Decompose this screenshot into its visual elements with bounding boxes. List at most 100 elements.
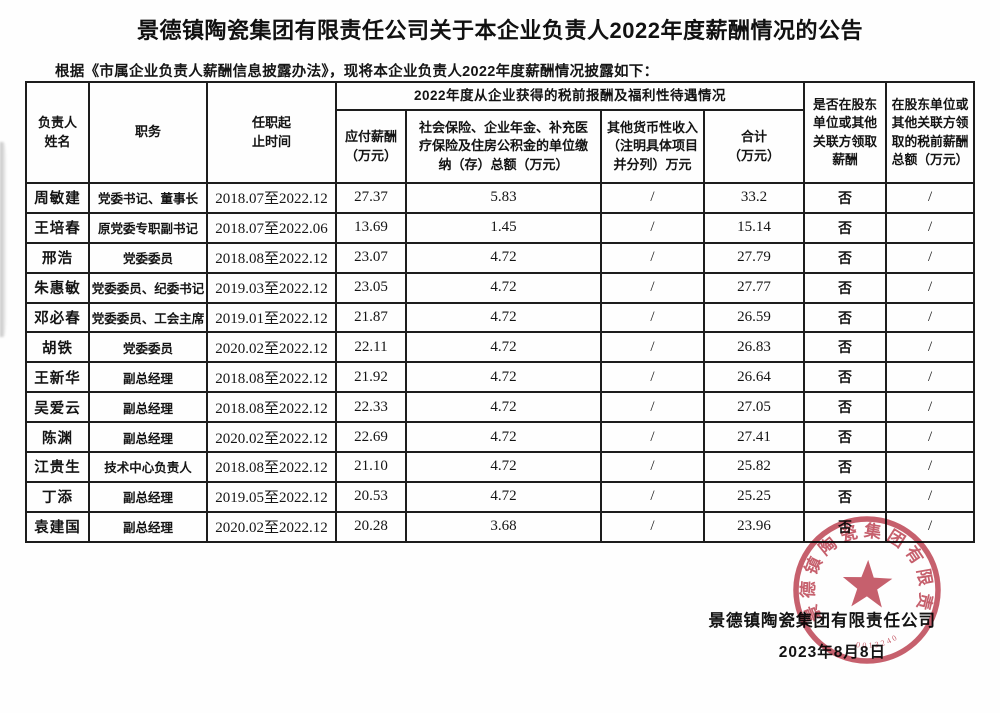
salary-table: 负责人 姓名 职务 任职起 止时间 2022年度从企业获得的税前报酬及福利性待遇… bbox=[25, 81, 976, 543]
table-row: 吴爱云 副总经理 2018.08至2022.12 22.33 4.72/27.05 否 / bbox=[25, 391, 976, 424]
cell-total: 23.96 bbox=[702, 510, 806, 543]
cell-paid_at_related_party: 否 bbox=[803, 301, 888, 334]
cell-name: 王培春 bbox=[25, 211, 90, 244]
cell-total: 27.05 bbox=[702, 391, 806, 424]
table-row: 王培春 原党委专职副书记 2018.07至2022.06 13.69 1.45/15.1… bbox=[25, 211, 976, 244]
cell-payable_salary: 27.37 bbox=[335, 182, 407, 214]
header-group-2022: 2022年度从企业获得的税前报酬及福利性待遇情况 bbox=[334, 81, 806, 111]
cell-related_party_pretax_total: / bbox=[885, 510, 976, 543]
header-related-paid: 是否在股东单位或其他关联方领取薪酬 bbox=[803, 81, 888, 184]
cell-position: 党委书记、董事长 bbox=[88, 182, 208, 214]
table-row: 王新华 副总经理 2018.08至2022.12 21.92 4.72/26.64 否 / bbox=[25, 361, 976, 394]
cell-term: 2019.05至2022.12 bbox=[206, 480, 337, 513]
cell-total: 27.79 bbox=[702, 241, 806, 274]
cell-name: 邓必春 bbox=[25, 301, 90, 334]
cell-insurance_total: 4.72 bbox=[405, 271, 602, 304]
cell-name: 江贵生 bbox=[25, 451, 90, 483]
cell-term: 2018.07至2022.12 bbox=[206, 182, 337, 214]
cell-name: 吴爱云 bbox=[25, 391, 90, 424]
cell-paid_at_related_party: 否 bbox=[803, 241, 888, 274]
cell-insurance_total: 3.68 bbox=[405, 510, 602, 543]
cell-insurance_total: 4.72 bbox=[405, 480, 602, 513]
seal-star-icon bbox=[842, 559, 893, 608]
cell-payable_salary: 22.33 bbox=[335, 391, 407, 424]
cell-related_party_pretax_total: / bbox=[885, 361, 976, 394]
cell-term: 2018.08至2022.12 bbox=[206, 361, 337, 394]
cell-related_party_pretax_total: / bbox=[885, 301, 976, 334]
cell-paid_at_related_party: 否 bbox=[803, 421, 888, 454]
cell-term: 2020.02至2022.12 bbox=[206, 331, 337, 364]
cell-related_party_pretax_total: / bbox=[885, 211, 976, 244]
cell-name: 胡铁 bbox=[25, 331, 90, 364]
cell-paid_at_related_party: 否 bbox=[803, 510, 888, 543]
table-row: 陈渊 副总经理 2020.02至2022.12 22.69 4.72/27.41 否 / bbox=[25, 421, 976, 454]
cell-payable_salary: 20.53 bbox=[335, 480, 407, 513]
table-header: 负责人 姓名 职务 任职起 止时间 2022年度从企业获得的税前报酬及福利性待遇… bbox=[25, 81, 976, 184]
cell-other_income: / bbox=[600, 391, 705, 424]
header-other-income: 其他货币性收入（注明具体项目并分列）万元 bbox=[600, 109, 705, 184]
cell-position: 副总经理 bbox=[88, 391, 208, 424]
cell-position: 原党委专职副书记 bbox=[88, 211, 208, 244]
cell-total: 33.2 bbox=[702, 182, 806, 214]
cell-paid_at_related_party: 否 bbox=[803, 480, 888, 513]
header-position: 职务 bbox=[88, 81, 208, 184]
table-row: 江贵生 技术中心负责人 2018.08至2022.12 21.10 4.72/25.82… bbox=[25, 451, 976, 483]
signature-company: 景德镇陶瓷集团有限责任公司 bbox=[708, 612, 936, 630]
cell-paid_at_related_party: 否 bbox=[803, 391, 888, 424]
cell-term: 2020.02至2022.12 bbox=[206, 510, 337, 543]
cell-related_party_pretax_total: / bbox=[885, 391, 976, 424]
cell-payable_salary: 21.87 bbox=[335, 301, 407, 334]
page-title: 景德镇陶瓷集团有限责任公司关于本企业负责人2022年度薪酬情况的公告 bbox=[137, 18, 863, 43]
cell-insurance_total: 4.72 bbox=[405, 451, 602, 483]
cell-paid_at_related_party: 否 bbox=[803, 211, 888, 244]
intro-text: 根据《市属企业负责人薪酬信息披露办法》，现将本企业负责人2022年度薪酬情况披露… bbox=[55, 64, 659, 80]
cell-insurance_total: 4.72 bbox=[405, 241, 602, 274]
cell-total: 25.25 bbox=[702, 480, 806, 513]
cell-insurance_total: 4.72 bbox=[405, 301, 602, 334]
cell-other_income: / bbox=[600, 331, 705, 364]
cell-term: 2018.08至2022.12 bbox=[206, 241, 337, 274]
header-name: 负责人 姓名 bbox=[25, 81, 90, 184]
cell-payable_salary: 20.28 bbox=[335, 510, 407, 543]
cell-position: 副总经理 bbox=[88, 421, 208, 454]
header-payable-salary: 应付薪酬 （万元） bbox=[335, 109, 407, 184]
table-row: 朱惠敏 党委委员、纪委书记 2019.03至2022.12 23.05 4.72/27.… bbox=[25, 271, 976, 304]
cell-payable_salary: 23.07 bbox=[335, 241, 407, 274]
header-insurance-total: 社会保险、企业年金、补充医疗保险及住房公积金的单位缴纳（存）总额（万元） bbox=[405, 109, 602, 184]
cell-other_income: / bbox=[600, 211, 705, 244]
table-row: 周敏建 党委书记、董事长 2018.07至2022.12 27.37 5.83/33.2… bbox=[25, 182, 976, 214]
header-row-top: 负责人 姓名 职务 任职起 止时间 2022年度从企业获得的税前报酬及福利性待遇… bbox=[25, 81, 976, 184]
cell-other_income: / bbox=[600, 182, 705, 214]
cell-other_income: / bbox=[600, 451, 705, 483]
header-row-sub: 应付薪酬 （万元） 社会保险、企业年金、补充医疗保险及住房公积金的单位缴纳（存）… bbox=[26, 109, 974, 184]
cell-insurance_total: 4.72 bbox=[405, 391, 602, 424]
cell-related_party_pretax_total: / bbox=[885, 241, 976, 274]
cell-total: 15.14 bbox=[702, 211, 806, 244]
signature-date: 2023年8月8日 bbox=[778, 644, 886, 661]
cell-related_party_pretax_total: / bbox=[885, 451, 976, 483]
cell-related_party_pretax_total: / bbox=[885, 271, 976, 304]
cell-payable_salary: 13.69 bbox=[335, 211, 407, 244]
cell-total: 26.59 bbox=[702, 301, 806, 334]
cell-payable_salary: 22.69 bbox=[335, 421, 407, 454]
header-related-amount: 在股东单位或其他关联方领取的税前薪酬总额（万元） bbox=[885, 81, 976, 184]
header-term: 任职起 止时间 bbox=[206, 81, 337, 184]
cell-other_income: / bbox=[600, 361, 705, 394]
cell-payable_salary: 21.10 bbox=[335, 451, 407, 483]
cell-other_income: / bbox=[600, 241, 705, 274]
table-row: 邓必春 党委委员、工会主席 2019.01至2022.12 21.87 4.72/26.… bbox=[25, 301, 976, 334]
cell-name: 陈渊 bbox=[25, 421, 90, 454]
cell-total: 25.82 bbox=[702, 451, 806, 483]
cell-insurance_total: 5.83 bbox=[405, 182, 602, 214]
cell-payable_salary: 22.11 bbox=[335, 331, 407, 364]
table-body: 周敏建 党委书记、董事长 2018.07至2022.12 27.37 5.83/33.2… bbox=[25, 182, 976, 543]
cell-paid_at_related_party: 否 bbox=[803, 361, 888, 394]
cell-position: 党委委员、纪委书记 bbox=[88, 271, 208, 304]
cell-name: 朱惠敏 bbox=[25, 271, 90, 304]
table-row: 丁添 副总经理 2019.05至2022.12 20.53 4.72/25.25 否 / bbox=[25, 480, 976, 513]
cell-payable_salary: 21.92 bbox=[335, 361, 407, 394]
cell-paid_at_related_party: 否 bbox=[803, 451, 888, 483]
cell-paid_at_related_party: 否 bbox=[803, 331, 888, 364]
cell-other_income: / bbox=[600, 510, 705, 543]
